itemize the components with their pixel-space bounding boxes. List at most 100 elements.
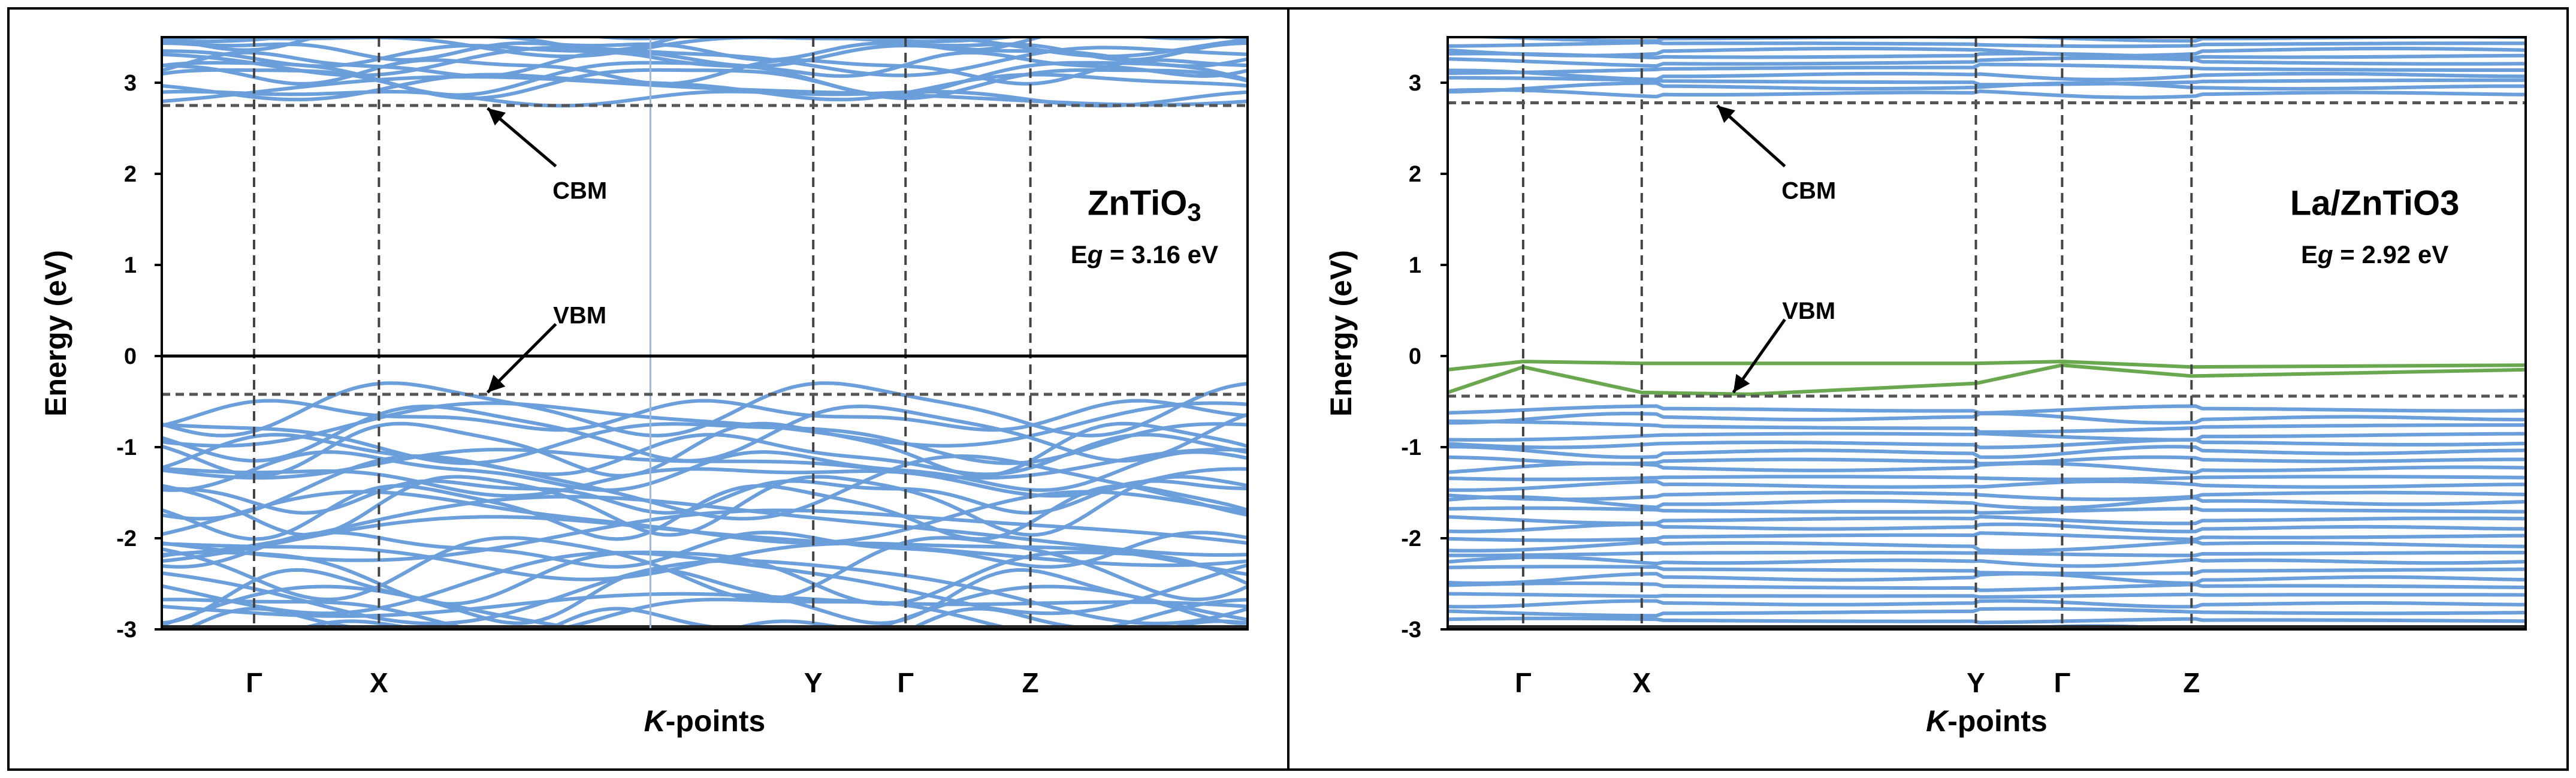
valence-band-line — [162, 433, 1248, 477]
k-point-label: Γ — [897, 667, 914, 698]
bandgap-label: Eg = 3.16 eV — [1071, 240, 1218, 269]
valence-band-line — [1448, 572, 2526, 586]
bandgap-label-suffix: = 3.16 eV — [1103, 240, 1218, 269]
y-axis-label: Energy (eV) — [1324, 250, 1358, 417]
y-tick-label: 3 — [124, 71, 137, 96]
x-axis-label-italic: K — [1926, 704, 1950, 738]
plot-frame — [1446, 36, 2527, 631]
valence-band-line — [1448, 506, 2526, 515]
valence-band-line — [1448, 531, 2526, 542]
plot-frame — [161, 36, 1249, 631]
valence-band-line — [162, 559, 1248, 626]
k-point-label: X — [1632, 667, 1651, 698]
conduction-band-line — [162, 74, 1248, 107]
valence-band-line — [1448, 555, 2526, 568]
valence-band-line — [162, 401, 1248, 448]
valence-band-line — [292, 619, 1248, 629]
k-point-label: Z — [1022, 667, 1039, 698]
impurity-band-line — [1448, 363, 2526, 396]
conduction-band-line — [1448, 81, 2526, 94]
material-label-base: ZnTiO — [1088, 183, 1187, 222]
annotation-arrowhead — [1733, 373, 1750, 393]
valence-band-line — [162, 592, 1248, 618]
valence-band-line — [1448, 522, 2526, 533]
valence-band-line — [162, 450, 1248, 492]
bandgap-label-prefix: E — [2301, 240, 2318, 269]
y-tick-label: 0 — [124, 344, 137, 369]
valence-band-line — [1448, 495, 2526, 510]
valence-band-line — [1448, 592, 2526, 599]
annotation-label: CBM — [552, 177, 607, 204]
material-label-subscript: 3 — [1187, 198, 1201, 226]
y-tick-label: -3 — [116, 617, 137, 643]
valence-band-line — [1448, 412, 2526, 425]
y-tick-label: -2 — [116, 526, 137, 551]
y-axis-label: Energy (eV) — [39, 250, 73, 417]
valence-band-line — [162, 508, 1248, 562]
valence-band-line — [1448, 607, 2526, 618]
conduction-band-line — [1448, 52, 2526, 60]
conduction-band-line — [162, 58, 1248, 86]
valence-band-line — [1448, 550, 2526, 557]
valence-band-line — [162, 598, 1248, 629]
x-axis-label: K-points — [644, 704, 766, 738]
panel-left: 3 2 1 0 -1 -2 -3 Γ X Y Γ Z K-points Energy (eV) CBM VBM… — [39, 36, 1249, 738]
valence-band-line — [162, 550, 1248, 606]
y-tick-label: 3 — [1409, 71, 1421, 96]
valence-band-line — [162, 515, 1248, 568]
bandgap-label-suffix: = 2.92 eV — [2333, 240, 2449, 269]
panel-right: 3 2 1 0 -1 -2 -3 Γ X Y Γ Z K-points Energy (eV) CBM VBM… — [1324, 36, 2527, 738]
y-tick-label: 2 — [124, 162, 137, 187]
valence-band-line — [1448, 462, 2526, 475]
y-tick-label: 0 — [1409, 344, 1421, 369]
bandgap-label-prefix: E — [1071, 240, 1088, 269]
valence-band-line — [162, 536, 1248, 601]
conduction-band-line — [1448, 40, 2526, 49]
band-lines — [1448, 37, 2526, 629]
annotation-label: CBM — [1781, 177, 1836, 204]
annotation-arrowhead — [1717, 105, 1735, 123]
k-point-label: Γ — [246, 667, 262, 698]
conduction-band-line — [1448, 56, 2526, 68]
band-lines — [162, 37, 1248, 629]
x-axis-label-rest: -points — [1947, 704, 2047, 738]
valence-band-line — [1448, 490, 2526, 502]
valence-band-line — [162, 551, 1248, 616]
valence-band-line — [1448, 599, 2526, 609]
conduction-band-line — [1448, 68, 2526, 82]
bandgap-label-italic: g — [2317, 240, 2333, 269]
conduction-band-line — [162, 73, 1248, 102]
k-point-label: Γ — [2054, 667, 2071, 698]
k-point-label: Z — [2183, 667, 2200, 698]
bandgap-label: Eg = 2.92 eV — [2301, 240, 2448, 269]
y-tick-label: -2 — [1401, 526, 1421, 551]
annotation-label: VBM — [1782, 298, 1835, 324]
y-tick-label: 1 — [124, 253, 137, 278]
annotation-arrowhead — [487, 108, 506, 126]
material-label: ZnTiO3 — [1088, 183, 1201, 226]
valence-band-line — [162, 421, 1248, 478]
k-point-label: Y — [1967, 667, 1985, 698]
conduction-band-line — [1448, 47, 2526, 58]
x-axis-label-rest: -points — [666, 704, 766, 738]
valence-band-line — [162, 494, 1248, 557]
conduction-band-line — [1448, 62, 2526, 76]
y-tick-label: 2 — [1409, 162, 1421, 187]
y-tick-label: 1 — [1409, 253, 1421, 278]
k-point-label: Γ — [1515, 667, 1532, 698]
x-axis-label-italic: K — [644, 704, 668, 738]
conduction-band-line — [162, 41, 1248, 62]
conduction-band-line — [1448, 88, 2526, 99]
k-point-label: Y — [804, 667, 823, 698]
valence-band-line — [162, 399, 1248, 432]
y-tick-label: -1 — [1401, 435, 1421, 460]
valence-band-line — [1448, 475, 2526, 481]
x-axis-label: K-points — [1926, 704, 2047, 738]
valence-band-line — [1448, 616, 2526, 625]
annotation-arrowhead — [487, 375, 506, 393]
valence-band-line — [1448, 480, 2526, 492]
valence-band-line — [162, 584, 1248, 629]
k-point-label: X — [370, 667, 388, 698]
valence-band-line — [1448, 445, 2526, 459]
y-tick-label: -1 — [116, 435, 137, 460]
